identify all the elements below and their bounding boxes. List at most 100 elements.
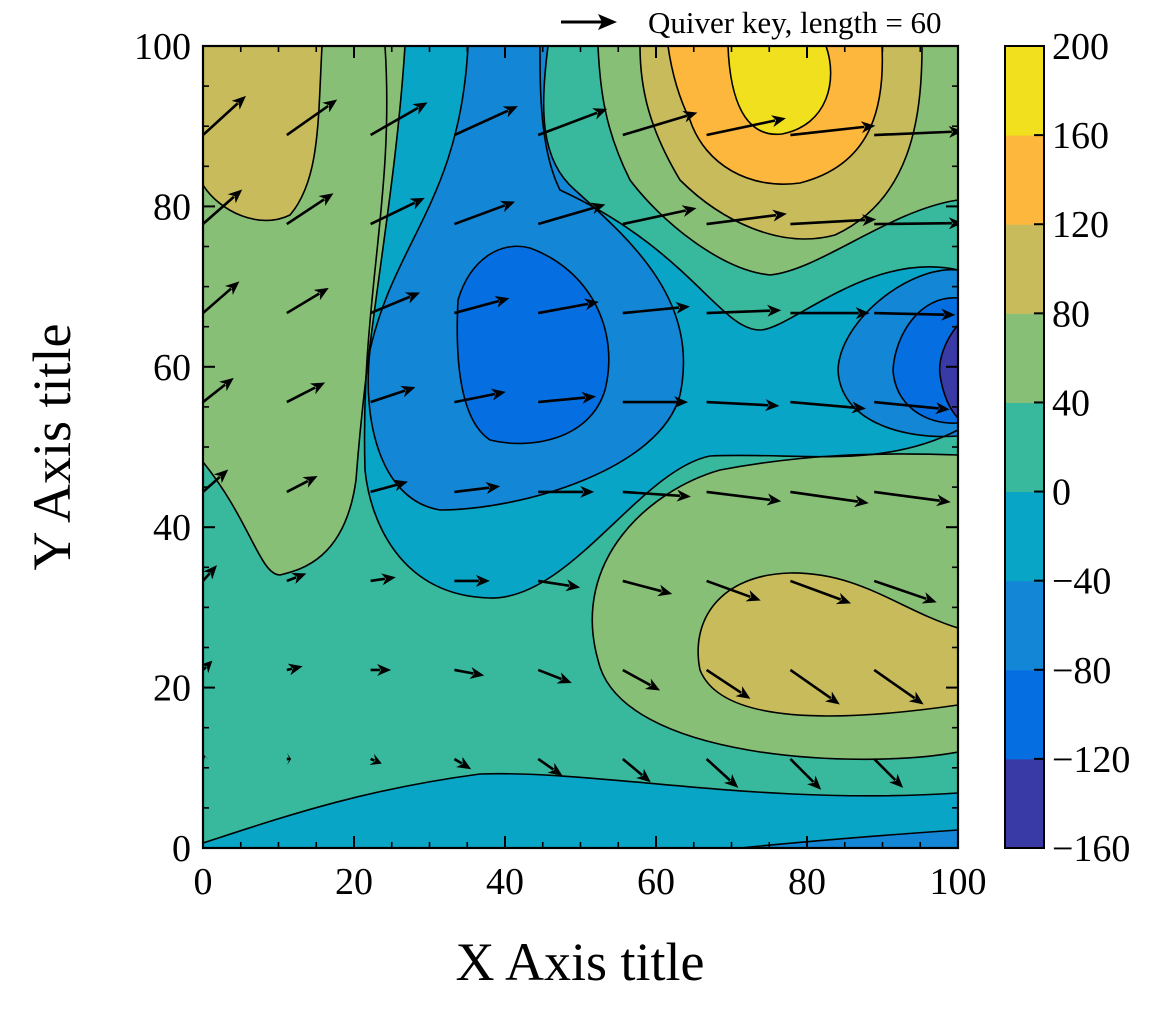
colorbar-tick-label: −40 (1052, 561, 1111, 603)
quiver-arrow-shaft (622, 668, 652, 687)
quiver-arrow-head (318, 193, 334, 206)
quiver-arrow-head (580, 485, 595, 498)
quiver-arrow-head (682, 110, 698, 123)
quiver-arrow-shaft (789, 758, 815, 783)
quiver-arrow (203, 469, 229, 493)
quiver-arrow (370, 385, 416, 404)
quiver-arrow-head (772, 209, 787, 222)
quiver-arrow (370, 663, 392, 676)
quiver-arrow (622, 205, 697, 226)
contour-line (667, 46, 884, 185)
quiver-arrow-shaft (790, 125, 865, 137)
quiver-arrow-shaft (706, 490, 771, 502)
y-axis-title: Y Axis title (22, 323, 82, 570)
quiver-arrow-shaft (706, 119, 776, 137)
quiver-arrow-shaft (790, 400, 856, 409)
quiver-arrow (873, 758, 904, 788)
quiver-arrow (454, 574, 490, 587)
colorbar-segment (1005, 669, 1044, 760)
colorbar-segment (1005, 46, 1044, 136)
x-tick-label: 80 (788, 861, 826, 903)
contour-line (597, 46, 958, 276)
quiver-arrow-head (674, 396, 689, 409)
quiver-arrow (622, 668, 661, 691)
quiver-arrow (538, 485, 595, 498)
quiver-arrow (622, 110, 698, 137)
contour-line (837, 269, 958, 438)
quiver-arrow-shaft (537, 111, 598, 137)
quiver-arrow-shaft (453, 204, 506, 226)
quiver-arrow (370, 573, 396, 586)
quiver-arrow-shaft (621, 757, 644, 777)
quiver-arrow (453, 106, 518, 137)
quiver-arrow-shaft (286, 386, 316, 404)
quiver-arrow-head (322, 99, 338, 113)
quiver-arrow (203, 281, 240, 315)
contour-band-upper-left-peak (203, 46, 322, 221)
quiver-arrow-shaft (454, 392, 496, 404)
x-tick-label: 100 (930, 861, 987, 903)
quiver-arrow-shaft (286, 576, 297, 583)
quiver-arrow-head (224, 281, 240, 296)
quiver-arrow-shaft (203, 195, 235, 226)
quiver-arrow-head (409, 197, 425, 210)
quiver-arrow (706, 399, 780, 412)
quiver-arrow-head (735, 686, 751, 699)
colorbar-segment (1005, 580, 1044, 671)
quiver-key-arrow-head (598, 14, 617, 30)
quiver-arrow (790, 400, 866, 414)
quiver-arrow-head (287, 663, 303, 676)
quiver-arrow-shaft (873, 579, 927, 601)
quiver-arrow-head (941, 308, 956, 321)
quiver-arrow-head (657, 584, 673, 597)
quiver-arrow-shaft (874, 490, 940, 503)
colorbar-tick-label: 80 (1052, 293, 1090, 335)
quiver-arrow-shaft (705, 668, 742, 694)
quiver-arrow (622, 396, 689, 409)
colorbar-segment (1005, 758, 1044, 849)
quiver-arrow-head (851, 401, 866, 414)
quiver-arrow-head (644, 678, 661, 691)
quiver-arrow-head (219, 377, 234, 392)
quiver-arrow-shaft (370, 577, 386, 583)
contour-band-center-120 (457, 246, 609, 444)
quiver-arrow-head (676, 489, 691, 502)
quiver-arrow (705, 758, 739, 788)
contour-plot (203, 46, 958, 848)
quiver-arrow (622, 489, 691, 502)
contour-line (892, 297, 958, 424)
colorbar-tick-label: 40 (1052, 382, 1090, 424)
quiver-arrow-shaft (705, 758, 732, 782)
x-tick-label: 60 (637, 861, 675, 903)
x-tick-label: 0 (194, 861, 213, 903)
quiver-arrow (789, 758, 822, 790)
colorbar-tick-label: −160 (1052, 828, 1130, 870)
quiver-arrow-shaft (537, 302, 589, 315)
colorbar-tick-label: 0 (1052, 472, 1071, 514)
quiver-arrow-shaft (874, 130, 952, 137)
colorbar-segment (1005, 135, 1044, 225)
quiver-arrow-shaft (453, 757, 463, 765)
quiver-arrow-shaft (286, 292, 321, 315)
contour-band-upper-right-200 (728, 46, 831, 135)
contour-line (203, 46, 323, 222)
quiver-arrow-shaft (538, 579, 570, 588)
quiver-arrow (874, 308, 956, 321)
quiver-arrow (537, 298, 599, 315)
quiver-arrow-shaft (203, 383, 226, 404)
quiver-arrow-head (770, 115, 786, 127)
quiver-arrow-shaft (203, 102, 239, 136)
quiver-arrow-head (936, 494, 951, 507)
quiver-arrow-head (935, 402, 950, 415)
x-tick-label: 40 (486, 861, 524, 903)
quiver-arrow-head (227, 189, 243, 204)
quiver-arrow (706, 115, 786, 137)
colorbar: −160 −120 −80 −40 0 40 80 120 160 200 (1004, 26, 1130, 870)
quiver-arrow (286, 382, 326, 404)
quiver-arrow-head (547, 762, 563, 776)
quiver-arrow (622, 579, 673, 597)
colorbar-segment (1005, 402, 1044, 493)
quiver-arrow (203, 377, 234, 404)
quiver-arrow-shaft (454, 668, 474, 675)
quiver-arrow-head (948, 217, 958, 230)
